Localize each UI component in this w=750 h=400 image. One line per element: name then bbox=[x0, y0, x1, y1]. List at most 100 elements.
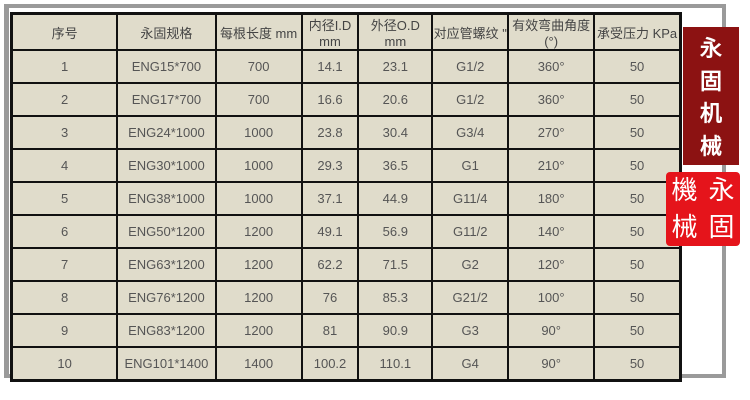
table-cell: 3 bbox=[10, 115, 119, 150]
table-cell: 50 bbox=[593, 49, 682, 84]
column-header: 承受压力 KPa bbox=[593, 12, 682, 51]
table-row: 1 ENG15*700 700 14.1 23.1 G1/2 360° 50 bbox=[10, 49, 682, 84]
seal-char: 永 bbox=[708, 175, 735, 206]
table-cell: 180° bbox=[507, 181, 596, 216]
table-cell: 16.6 bbox=[300, 82, 360, 117]
table-cell: 50 bbox=[593, 82, 682, 117]
table-cell: 6 bbox=[10, 214, 119, 249]
table-cell: 23.1 bbox=[357, 49, 434, 84]
table-cell: 81 bbox=[300, 313, 360, 348]
table-cell: G1/2 bbox=[431, 49, 510, 84]
table-cell: ENG24*1000 bbox=[116, 115, 217, 150]
banner-char: 永 bbox=[699, 37, 722, 63]
table-cell: 1200 bbox=[214, 247, 303, 282]
column-header: 每根长度 mm bbox=[214, 12, 303, 51]
table-cell: 360° bbox=[507, 82, 596, 117]
column-header: 外径O.D mm bbox=[357, 12, 434, 51]
table-cell: G2 bbox=[431, 247, 510, 282]
table-cell: ENG101*1400 bbox=[116, 346, 217, 382]
spec-table: 序号 永固规格 每根长度 mm 内径I.D mm 外径O.D mm 对应管螺纹 " 有效弯曲… bbox=[10, 12, 682, 382]
table-cell: ENG15*700 bbox=[116, 49, 217, 84]
table-cell: 90.9 bbox=[357, 313, 434, 348]
table-cell: ENG83*1200 bbox=[116, 313, 217, 348]
table-cell: 1400 bbox=[214, 346, 303, 382]
table-row: 3 ENG24*1000 1000 23.8 30.4 G3/4 270° 50 bbox=[10, 115, 682, 150]
table-row: 8 ENG76*1200 1200 76 85.3 G21/2 100° 50 bbox=[10, 280, 682, 315]
table-cell: 50 bbox=[593, 115, 682, 150]
table-cell: 30.4 bbox=[357, 115, 434, 150]
table-cell: 76 bbox=[300, 280, 360, 315]
brand-seal-logo: 永 固 機 械 bbox=[666, 172, 740, 246]
table-cell: 20.6 bbox=[357, 82, 434, 117]
table-cell: 71.5 bbox=[357, 247, 434, 282]
table-cell: 700 bbox=[214, 49, 303, 84]
table-cell: ENG38*1000 bbox=[116, 181, 217, 216]
table-row: 9 ENG83*1200 1200 81 90.9 G3 90° 50 bbox=[10, 313, 682, 348]
table-row: 6 ENG50*1200 1200 49.1 56.9 G11/2 140° 50 bbox=[10, 214, 682, 249]
column-header: 永固规格 bbox=[116, 12, 217, 51]
table-cell: 120° bbox=[507, 247, 596, 282]
header-row: 序号 永固规格 每根长度 mm 内径I.D mm 外径O.D mm 对应管螺纹 " 有效弯曲… bbox=[10, 12, 682, 51]
table-cell: 50 bbox=[593, 247, 682, 282]
table-cell: 37.1 bbox=[300, 181, 360, 216]
table-cell: ENG63*1200 bbox=[116, 247, 217, 282]
table-cell: G11/4 bbox=[431, 181, 510, 216]
column-header: 内径I.D mm bbox=[300, 12, 360, 51]
table-cell: 1 bbox=[10, 49, 119, 84]
table-cell: 85.3 bbox=[357, 280, 434, 315]
table-cell: 90° bbox=[507, 313, 596, 348]
table-cell: 44.9 bbox=[357, 181, 434, 216]
table-cell: G21/2 bbox=[431, 280, 510, 315]
banner-char: 固 bbox=[699, 69, 722, 95]
table-row: 5 ENG38*1000 1000 37.1 44.9 G11/4 180° 50 bbox=[10, 181, 682, 216]
table-cell: 23.8 bbox=[300, 115, 360, 150]
table-cell: 210° bbox=[507, 148, 596, 183]
table-cell: 90° bbox=[507, 346, 596, 382]
table-cell: G1 bbox=[431, 148, 510, 183]
table-cell: G4 bbox=[431, 346, 510, 382]
table-cell: 360° bbox=[507, 49, 596, 84]
table-cell: 1000 bbox=[214, 115, 303, 150]
table-cell: 1200 bbox=[214, 280, 303, 315]
table-cell: 8 bbox=[10, 280, 119, 315]
seal-char: 固 bbox=[708, 212, 735, 243]
table-cell: 100.2 bbox=[300, 346, 360, 382]
table-cell: 50 bbox=[593, 313, 682, 348]
column-header: 对应管螺纹 " bbox=[431, 12, 510, 51]
column-header: 有效弯曲角度(°) bbox=[507, 12, 596, 51]
seal-char: 機 bbox=[671, 175, 698, 206]
banner-char: 机 bbox=[699, 102, 722, 128]
brand-banner: 永 固 机 械 bbox=[683, 27, 739, 165]
table-cell: ENG30*1000 bbox=[116, 148, 217, 183]
table-cell: 49.1 bbox=[300, 214, 360, 249]
table-row: 4 ENG30*1000 1000 29.3 36.5 G1 210° 50 bbox=[10, 148, 682, 183]
table-cell: ENG76*1200 bbox=[116, 280, 217, 315]
table-cell: 5 bbox=[10, 181, 119, 216]
table-cell: 270° bbox=[507, 115, 596, 150]
table-cell: 29.3 bbox=[300, 148, 360, 183]
table-cell: G3/4 bbox=[431, 115, 510, 150]
table-cell: 1200 bbox=[214, 214, 303, 249]
table-cell: 140° bbox=[507, 214, 596, 249]
table-cell: 7 bbox=[10, 247, 119, 282]
table-cell: 1000 bbox=[214, 181, 303, 216]
table-cell: 2 bbox=[10, 82, 119, 117]
table-cell: 14.1 bbox=[300, 49, 360, 84]
table-cell: 10 bbox=[10, 346, 119, 382]
table-cell: 9 bbox=[10, 313, 119, 348]
table-cell: 50 bbox=[593, 346, 682, 382]
table-cell: 1200 bbox=[214, 313, 303, 348]
table-cell: ENG17*700 bbox=[116, 82, 217, 117]
seal-char: 械 bbox=[671, 212, 698, 243]
column-header: 序号 bbox=[10, 12, 119, 51]
table-cell: G3 bbox=[431, 313, 510, 348]
banner-char: 械 bbox=[699, 134, 722, 160]
table-row: 2 ENG17*700 700 16.6 20.6 G1/2 360° 50 bbox=[10, 82, 682, 117]
table-row: 7 ENG63*1200 1200 62.2 71.5 G2 120° 50 bbox=[10, 247, 682, 282]
table-cell: 56.9 bbox=[357, 214, 434, 249]
table-cell: G11/2 bbox=[431, 214, 510, 249]
table-cell: 110.1 bbox=[357, 346, 434, 382]
table-cell: 50 bbox=[593, 280, 682, 315]
table-cell: ENG50*1200 bbox=[116, 214, 217, 249]
table-cell: 700 bbox=[214, 82, 303, 117]
